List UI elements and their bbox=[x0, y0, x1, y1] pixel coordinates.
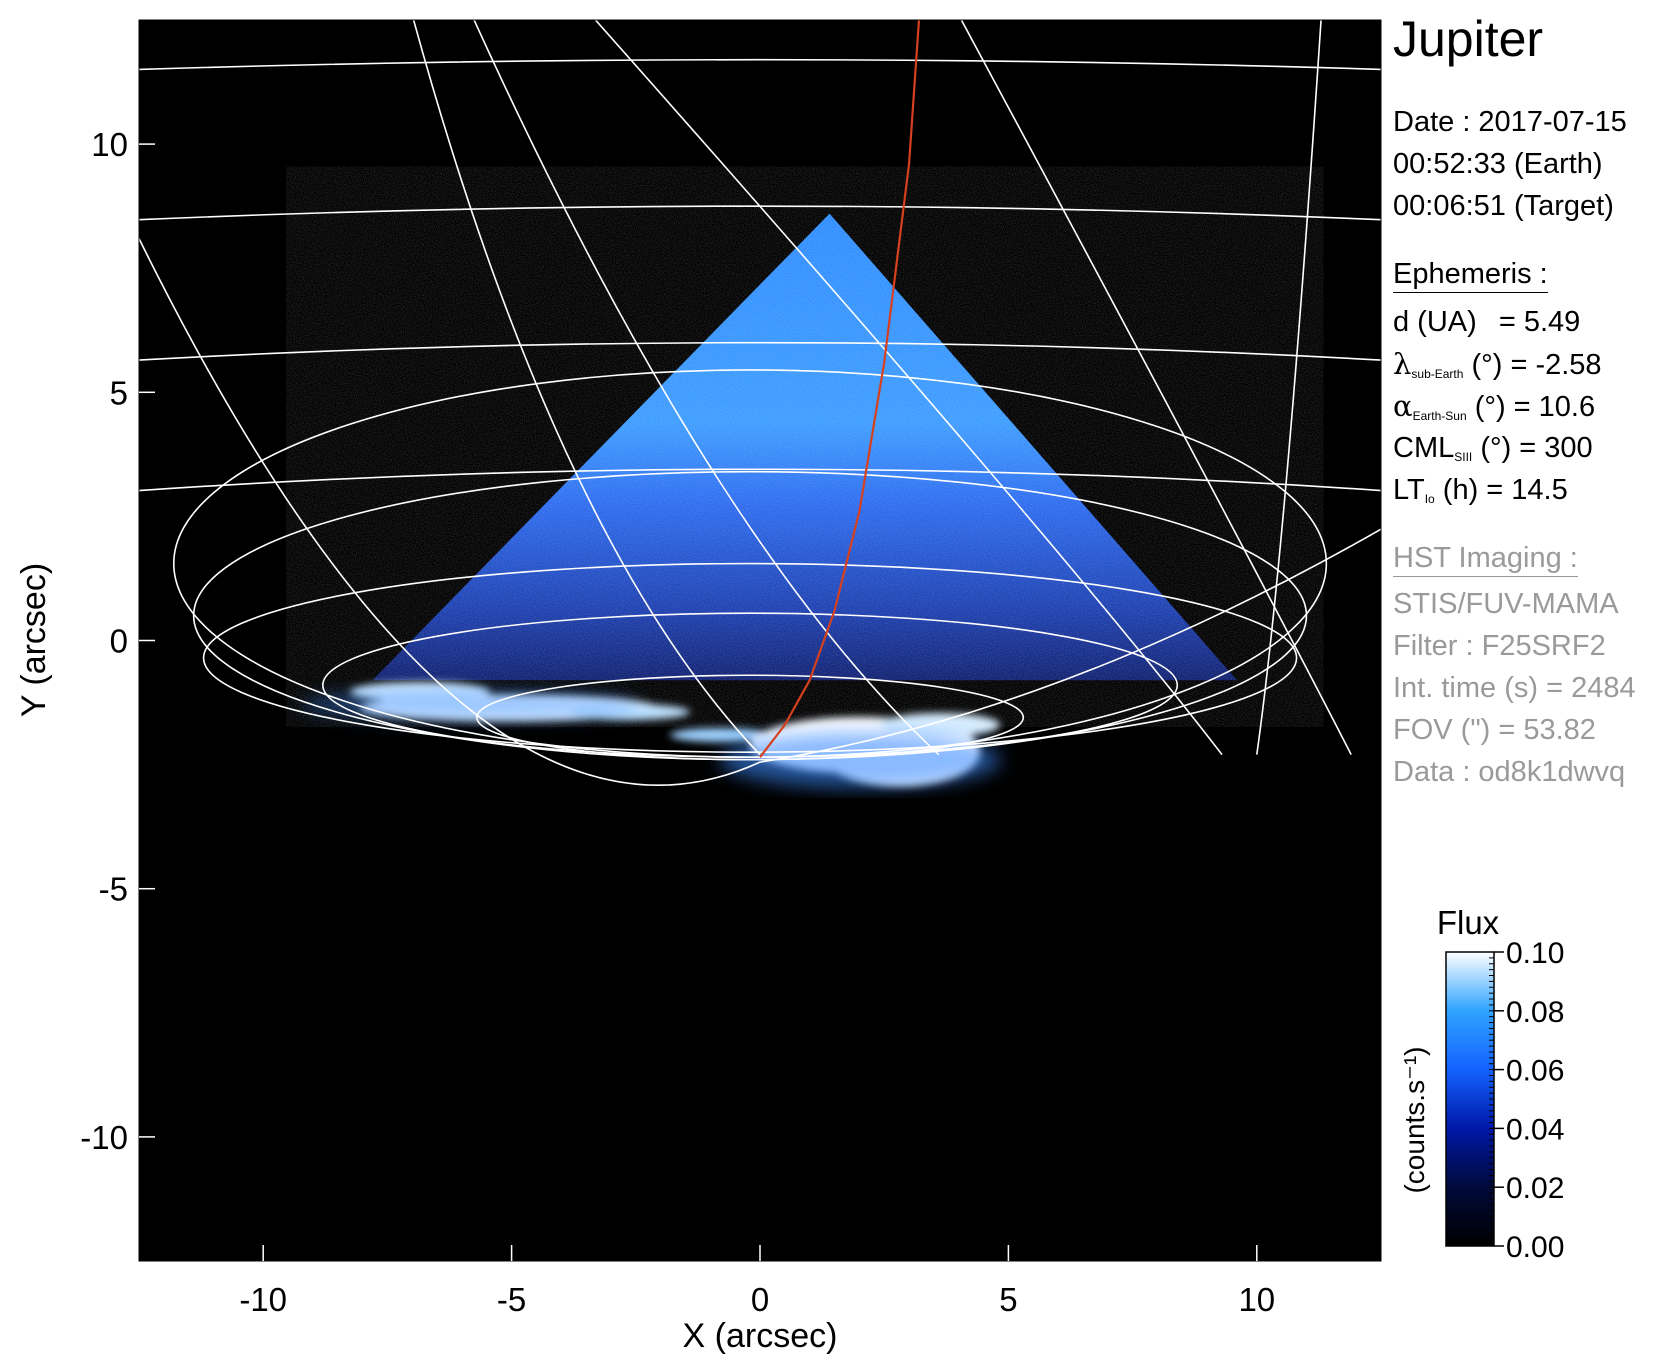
colorbar-label: (counts.s⁻¹) bbox=[1399, 1046, 1430, 1193]
lt-label: LT bbox=[1393, 474, 1425, 506]
target-title: Jupiter bbox=[1393, 11, 1544, 67]
lt-value: (h) = 14.5 bbox=[1442, 474, 1568, 506]
local-time-row: LTIo (h) = 14.5 bbox=[1393, 474, 1568, 506]
y-tick-label: 10 bbox=[91, 126, 128, 163]
y-axis-label: Y (arcsec) bbox=[15, 563, 53, 717]
limb-arc bbox=[139, 236, 1381, 786]
colorbar-tick-label: 0.04 bbox=[1506, 1113, 1564, 1146]
hst-header: HST Imaging : bbox=[1393, 544, 1578, 577]
integration-time-text: Int. time (s) = 2484 bbox=[1393, 672, 1636, 704]
y-tick-label: 5 bbox=[110, 374, 128, 411]
latitude-line bbox=[139, 58, 1381, 71]
x-tick-label: 10 bbox=[1238, 1281, 1275, 1318]
cml-row: CMLSIII (°) = 300 bbox=[1393, 432, 1593, 464]
latitude-ellipse bbox=[202, 562, 1298, 753]
earth-time-text: 00:52:33 (Earth) bbox=[1393, 148, 1603, 180]
colorbar-tick-label: 0.08 bbox=[1506, 996, 1564, 1029]
x-tick-label: -10 bbox=[239, 1281, 287, 1318]
cml-subscript: SIII bbox=[1454, 450, 1473, 464]
alpha-symbol: α bbox=[1393, 389, 1413, 423]
longitude-line bbox=[412, 20, 761, 756]
y-tick-label: -10 bbox=[80, 1119, 128, 1156]
distance-row: d (UA) = 5.49 bbox=[1393, 308, 1580, 337]
colorbar-tick-label: 0.06 bbox=[1506, 1055, 1564, 1088]
longitude-line bbox=[1256, 20, 1322, 755]
ephemeris-header-text: Ephemeris : bbox=[1393, 260, 1548, 293]
latitude-ellipse bbox=[476, 674, 1025, 761]
colorbar-tick-label: 0.10 bbox=[1506, 937, 1564, 970]
y-tick-label: -5 bbox=[99, 871, 128, 908]
cml-value: (°) = 300 bbox=[1480, 432, 1593, 464]
x-axis-label: X (arcsec) bbox=[683, 1317, 838, 1355]
lt-subscript: Io bbox=[1424, 492, 1435, 506]
fov-text: FOV (") = 53.82 bbox=[1393, 714, 1596, 746]
x-tick-label: 5 bbox=[999, 1281, 1017, 1318]
filter-text: Filter : F25SRF2 bbox=[1393, 630, 1606, 662]
planet-grid bbox=[139, 20, 1381, 786]
latitude-line bbox=[139, 468, 1381, 492]
lambda-value: (°) = -2.58 bbox=[1471, 349, 1602, 381]
longitude-line bbox=[473, 20, 940, 756]
footprint-noise bbox=[372, 213, 1237, 681]
colorbar-tick-label: 0.02 bbox=[1506, 1172, 1564, 1205]
x-axis-ticks: -10 -5 0 5 10 bbox=[239, 1245, 1275, 1318]
longitude-line bbox=[960, 20, 1352, 756]
distance-value: = 5.49 bbox=[1498, 306, 1581, 338]
instrument-text: STIS/FUV-MAMA bbox=[1393, 588, 1619, 620]
sub-earth-latitude-row: λsub-Earth (°) = -2.58 bbox=[1393, 347, 1602, 381]
observation-footprint bbox=[372, 213, 1237, 681]
latitude-ellipse bbox=[322, 612, 1179, 758]
colorbar bbox=[1445, 951, 1495, 1247]
distance-label: d (UA) bbox=[1393, 306, 1477, 338]
alpha-value: (°) = 10.6 bbox=[1474, 391, 1596, 423]
alpha-subscript: Earth-Sun bbox=[1412, 409, 1467, 423]
hst-header-text: HST Imaging : bbox=[1393, 544, 1578, 577]
latitude-line bbox=[139, 341, 1381, 361]
date-text: Date : 2017-07-15 bbox=[1393, 106, 1627, 138]
cml-label: CML bbox=[1393, 432, 1455, 464]
x-tick-label: -5 bbox=[497, 1281, 526, 1318]
colorbar-tick-label: 0.00 bbox=[1506, 1231, 1564, 1264]
lambda-subscript: sub-Earth bbox=[1411, 367, 1464, 381]
x-tick-label: 0 bbox=[751, 1281, 769, 1318]
y-axis-ticks: -10 -5 0 5 10 bbox=[80, 126, 155, 1156]
colorbar-title: Flux bbox=[1437, 904, 1500, 941]
longitude-line bbox=[594, 20, 1223, 756]
ephemeris-header: Ephemeris : bbox=[1393, 260, 1548, 293]
target-time-text: 00:06:51 (Target) bbox=[1393, 190, 1614, 222]
y-tick-label: 0 bbox=[110, 623, 128, 660]
colorbar-ticks: 0.00 0.02 0.04 0.06 0.08 0.10 bbox=[1489, 937, 1564, 1264]
reference-meridian-curve bbox=[759, 20, 921, 758]
phase-angle-row: αEarth-Sun (°) = 10.6 bbox=[1393, 389, 1596, 423]
lambda-symbol: λ bbox=[1393, 347, 1412, 381]
dataset-text: Data : od8k1dwvq bbox=[1393, 756, 1626, 788]
